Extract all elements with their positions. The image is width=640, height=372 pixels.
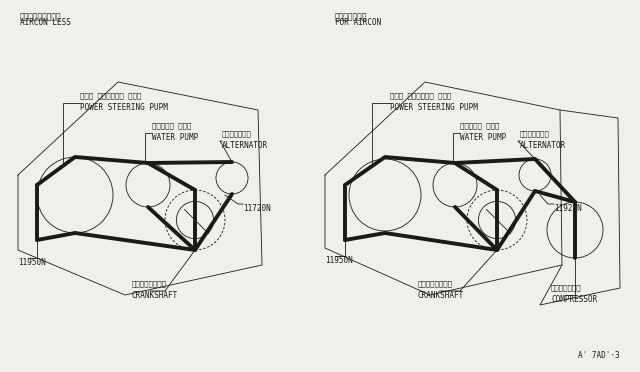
Text: ALTERNATOR: ALTERNATOR — [520, 141, 566, 150]
Text: オルタネイター: オルタネイター — [222, 130, 252, 137]
Text: 11720N: 11720N — [243, 204, 271, 213]
Text: 11920N: 11920N — [554, 204, 582, 213]
Text: パワー ステアリング ポンプ: パワー ステアリング ポンプ — [80, 92, 141, 99]
Text: CRANKSHAFT: CRANKSHAFT — [132, 291, 179, 300]
Text: ALTERNATOR: ALTERNATOR — [222, 141, 268, 150]
Text: オルタネイター: オルタネイター — [520, 130, 550, 137]
Text: FOR AIRCON: FOR AIRCON — [335, 18, 381, 27]
Text: 11950N: 11950N — [18, 258, 45, 267]
Text: クランクシャフト: クランクシャフト — [418, 280, 453, 286]
Text: COMPRESSOR: COMPRESSOR — [551, 295, 597, 304]
Text: WATER PUMP: WATER PUMP — [460, 133, 506, 142]
Text: パワー ステアリング ポンプ: パワー ステアリング ポンプ — [390, 92, 451, 99]
Text: エアコン付仕様: エアコン付仕様 — [335, 12, 367, 21]
Text: POWER STEERING PUPM: POWER STEERING PUPM — [390, 103, 478, 112]
Text: CRANKSHAFT: CRANKSHAFT — [418, 291, 464, 300]
Text: コンプレッサー: コンプレッサー — [551, 284, 582, 291]
Text: WATER PUMP: WATER PUMP — [152, 133, 198, 142]
Text: A' 7AD'·3: A' 7AD'·3 — [579, 351, 620, 360]
Text: ウォーター ポンプ: ウォーター ポンプ — [152, 122, 191, 129]
Text: ウォーター ポンプ: ウォーター ポンプ — [460, 122, 499, 129]
Text: 11950N: 11950N — [325, 256, 353, 265]
Text: POWER STEERING PUPM: POWER STEERING PUPM — [80, 103, 168, 112]
Text: AIRCON LESS: AIRCON LESS — [20, 18, 71, 27]
Text: エアコン　無し仕様: エアコン 無し仕様 — [20, 12, 61, 21]
Text: クランクシャフト: クランクシャフト — [132, 280, 167, 286]
